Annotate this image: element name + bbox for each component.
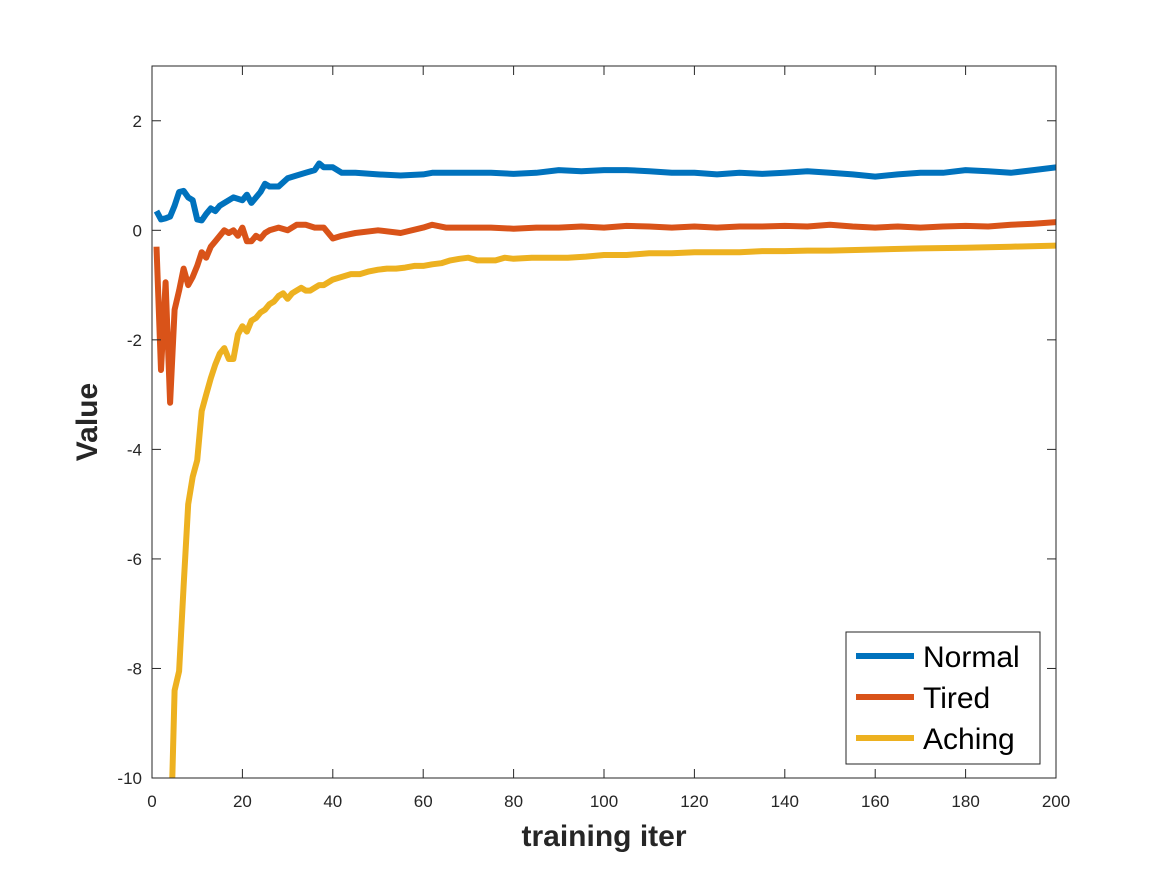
plot-area <box>153 160 1056 778</box>
x-tick-label: 80 <box>504 792 523 811</box>
x-tick-label: 120 <box>680 792 708 811</box>
series-line-aching <box>169 242 1056 778</box>
y-tick-label: 2 <box>133 112 142 131</box>
x-axis-title: training iter <box>521 820 686 853</box>
y-tick-label: -2 <box>127 331 142 350</box>
y-tick-label: 0 <box>133 221 142 240</box>
x-tick-label: 200 <box>1042 792 1070 811</box>
x-tick-label: 180 <box>951 792 979 811</box>
y-tick-label: -6 <box>127 550 142 569</box>
legend-label-aching: Aching <box>923 723 1015 756</box>
legend-label-tired: Tired <box>923 682 990 715</box>
legend-label-normal: Normal <box>923 641 1020 674</box>
x-tick-label: 20 <box>233 792 252 811</box>
series-line-normal <box>153 160 1056 224</box>
x-tick-label: 160 <box>861 792 889 811</box>
legend: Normal Tired Aching <box>845 631 1041 765</box>
x-tick-label: 40 <box>323 792 342 811</box>
y-tick-label: -4 <box>127 440 142 459</box>
x-tick-label: 100 <box>590 792 618 811</box>
x-tick-label: 140 <box>771 792 799 811</box>
x-tick-label: 0 <box>147 792 156 811</box>
y-tick-label: -10 <box>117 769 142 788</box>
series-line-tired <box>153 219 1056 406</box>
axes: 0 20 40 60 80 100 120 140 160 180 200 -10 -8 -6 -4 -2 0 2 <box>117 65 1070 811</box>
x-tick-label: 60 <box>414 792 433 811</box>
y-axis-title: Value <box>71 383 104 461</box>
y-tick-label: -8 <box>127 659 142 678</box>
